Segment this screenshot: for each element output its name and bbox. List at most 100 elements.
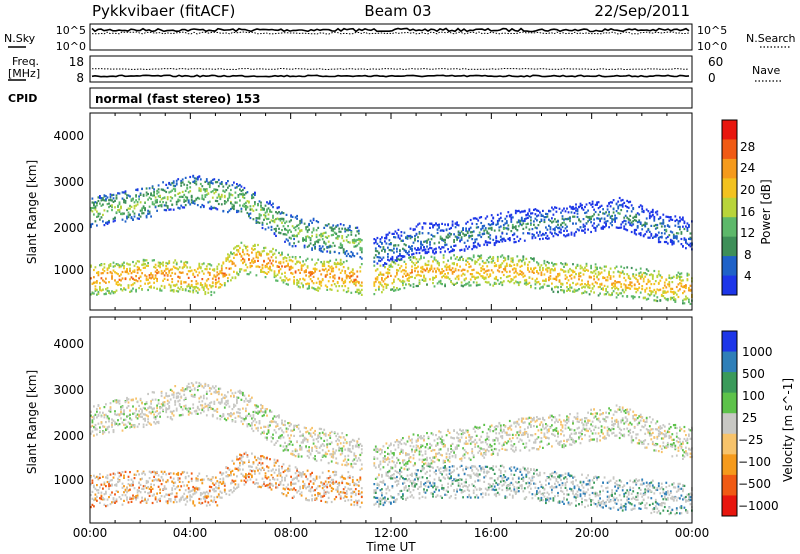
power-echo-cell [359, 256, 362, 259]
power-echo-cell [211, 196, 214, 199]
power-echo-cell [324, 275, 327, 278]
velocity-echo-cell [190, 472, 193, 475]
power-echo-cell [617, 226, 620, 229]
power-echo-cell [483, 229, 486, 232]
velocity-echo-cell [225, 466, 228, 469]
power-echo-cell [281, 217, 283, 220]
velocity-echo-cell [252, 481, 255, 484]
power-echo-cell [254, 193, 256, 196]
velocity-echo-cell [174, 481, 177, 484]
power-echo-cell [187, 191, 190, 194]
power-echo-cell [387, 268, 389, 271]
power-echo-cell [442, 274, 445, 277]
velocity-echo-cell [314, 479, 316, 482]
power-echo-cell [121, 197, 124, 200]
power-echo-cell [323, 240, 326, 243]
power-echo-cell [257, 243, 259, 247]
power-echo-cell [341, 277, 344, 280]
power-echo-cell [151, 203, 154, 206]
power-echo-cell [421, 268, 424, 271]
velocity-echo-cell [151, 501, 154, 505]
power-echo-cell [231, 203, 234, 206]
power-echo-cell [318, 280, 321, 283]
power-echo-cell [272, 247, 274, 250]
velocity-echo-cell [117, 490, 119, 493]
power-echo-cell [617, 288, 620, 291]
power-cbar-tick-24: 24 [740, 161, 755, 175]
power-echo-cell [282, 257, 285, 260]
power-echo-cell [237, 273, 240, 276]
power-echo-cell [654, 291, 657, 294]
power-echo-cell [617, 205, 620, 208]
power-echo-cell [471, 248, 474, 251]
power-echo-cell [139, 193, 142, 196]
power-echo-cell [257, 217, 259, 220]
power-echo-cell [306, 245, 309, 248]
velocity-echo-cell [332, 482, 335, 485]
power-echo-cell [481, 226, 484, 229]
power-echo-cell [183, 200, 186, 203]
power-echo-cell [499, 277, 502, 280]
power-echo-cell [242, 261, 244, 265]
power-echo-cell [270, 210, 273, 213]
power-echo-cell [537, 209, 540, 212]
power-echo-cell [569, 267, 571, 271]
power-echo-cell [190, 280, 193, 283]
power-echo-cell [593, 278, 595, 281]
power-echo-cell [378, 244, 380, 248]
power-echo-cell [430, 222, 433, 225]
power-echo-cell [260, 270, 262, 273]
power-echo-cell [545, 278, 547, 281]
power-echo-cell [216, 268, 219, 271]
power-echo-cell [160, 205, 163, 208]
freq-trace [91, 74, 690, 78]
power-echo-cell [402, 269, 404, 272]
power-echo-cell [539, 287, 541, 290]
power-echo-cell [552, 269, 555, 272]
power-echo-cell [441, 238, 443, 242]
velocity-echo-cell [236, 475, 238, 478]
power-echo-cell [507, 279, 510, 283]
power-echo-cell [270, 228, 273, 231]
power-echo-cell [317, 286, 320, 289]
power-echo-cell [615, 286, 618, 289]
power-echo-cell [314, 268, 316, 271]
velocity-echo-cell [246, 475, 249, 478]
power-echo-cell [663, 281, 666, 284]
power-echo-cell [227, 277, 229, 280]
power-echo-cell [478, 273, 481, 276]
velocity-echo-cell [201, 478, 204, 481]
velocity-echo-cell [153, 479, 155, 482]
power-echo-cell [647, 229, 650, 232]
power-echo-cell [387, 275, 389, 278]
power-echo-cell [317, 240, 320, 243]
power-echo-cell [570, 269, 573, 272]
power-echo-cell [275, 227, 277, 230]
power-echo-cell [177, 290, 180, 293]
power-echo-cell [133, 212, 136, 215]
power-echo-cell [505, 220, 508, 223]
power-echo-cell [469, 284, 472, 287]
power-echo-cell [519, 272, 522, 275]
power-echo-cell [581, 266, 583, 269]
power-echo-cell [579, 226, 582, 229]
velocity-echo-cell [118, 471, 121, 475]
power-echo-cell [674, 291, 677, 294]
power-echo-cell [91, 222, 94, 226]
power-echo-cell [114, 264, 116, 268]
velocity-echo-cell [90, 432, 92, 435]
power-echo-cell [481, 265, 484, 268]
power-echo-cell [680, 218, 683, 221]
power-echo-cell [393, 244, 395, 247]
power-echo-cell [639, 291, 642, 294]
power-echo-cell [257, 221, 259, 224]
power-echo-cell [444, 244, 446, 247]
power-echo-cell [382, 246, 385, 249]
power-echo-cell [196, 196, 199, 199]
velocity-echo-cell [103, 498, 106, 501]
power-echo-cell [165, 204, 168, 207]
power-echo-cell [351, 254, 354, 257]
power-echo-cell [234, 191, 237, 194]
power-echo-cell [545, 216, 547, 219]
power-echo-cell [448, 251, 451, 254]
